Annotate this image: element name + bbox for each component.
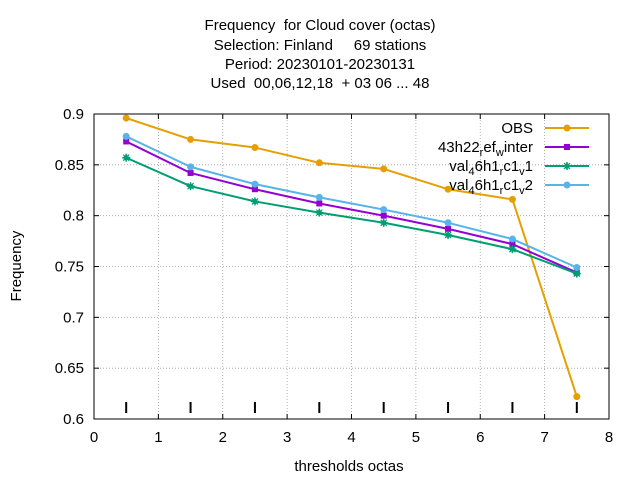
data-point-series-2: [379, 218, 388, 227]
x-tick-label: 8: [605, 429, 613, 446]
y-tick-label: 0.7: [63, 309, 84, 326]
data-point-series-1: [445, 225, 452, 232]
x-tick-label: 2: [219, 429, 227, 446]
chart-title-line-1: Frequency for Cloud cover (octas): [204, 17, 436, 34]
legend-marker-0: [563, 124, 571, 132]
data-point-series-0: [444, 185, 452, 193]
y-tick-label: 0.6: [63, 411, 84, 428]
data-point-series-1: [380, 212, 387, 219]
data-point-series-0: [122, 114, 130, 122]
data-point-series-1: [123, 138, 130, 145]
legend-marker-2: [563, 162, 571, 170]
legend-marker-3: [563, 181, 571, 189]
data-point-series-2: [122, 153, 131, 162]
series-line-0: [125, 117, 578, 397]
data-point-series-0: [187, 135, 195, 143]
legend-label-1: 43h22refwinter: [438, 139, 533, 159]
x-tick-label: 0: [90, 429, 98, 446]
legend-label-0: OBS: [501, 120, 533, 137]
chart-title-line-3: Period: 20230101-20230131: [224, 56, 416, 73]
data-point-series-2: [250, 197, 259, 206]
axis-ticks: 0 1 2 3 4 5 6 7 8 0.6 0.65 0.7 0.75 0.8 0.85 0.9: [55, 106, 613, 446]
data-point-series-2: [444, 230, 453, 239]
x-tick-label: 6: [476, 429, 484, 446]
x-tick-label: 5: [412, 429, 420, 446]
x-tick-label: 1: [154, 429, 162, 446]
data-point-series-2: [315, 208, 324, 217]
chart-title-line-4: Used 00,06,12,18 + 03 06 ... 48: [210, 75, 430, 92]
chart-title-line-2: Selection: Finland 69 stations: [213, 37, 427, 54]
data-point-series-3: [573, 264, 581, 272]
series-line-3: [125, 135, 578, 269]
y-tick-label: 0.65: [55, 360, 84, 377]
series-line-2: [125, 156, 578, 275]
data-point-series-3: [315, 193, 323, 201]
data-point-series-2: [186, 182, 195, 191]
x-tick-label: 4: [347, 429, 355, 446]
data-point-series-3: [122, 132, 130, 140]
data-point-series-1: [187, 169, 194, 176]
legend-marker-1: [564, 144, 570, 150]
data-point-series-0: [573, 393, 581, 401]
data-point-series-3: [251, 180, 259, 188]
data-point-series-0: [315, 159, 323, 167]
x-tick-label: 7: [540, 429, 548, 446]
x-tick-label: 3: [283, 429, 291, 446]
x-axis-label: thresholds octas: [294, 458, 403, 475]
series-lines: [122, 114, 581, 401]
grid: [94, 114, 609, 419]
y-tick-label: 0.75: [55, 259, 84, 276]
y-tick-label: 0.85: [55, 157, 84, 174]
data-point-series-3: [444, 219, 452, 227]
legend-label-3: val46h1rc1v2: [449, 177, 533, 197]
data-point-series-2: [508, 245, 517, 254]
y-axis-label: Frequency: [8, 230, 25, 301]
data-point-series-3: [187, 163, 195, 171]
series-line-1: [125, 140, 578, 274]
data-point-series-0: [251, 144, 259, 152]
data-point-series-3: [508, 235, 516, 243]
data-point-series-1: [251, 186, 258, 193]
data-point-series-1: [316, 200, 323, 207]
y-tick-label: 0.8: [63, 208, 84, 225]
data-point-series-1: [509, 241, 516, 248]
data-point-series-0: [508, 195, 516, 203]
legend: OBS 43h22refwinterval46h1rc1v1val46h1rc1v…: [438, 120, 589, 197]
threshold-markers: [125, 402, 578, 413]
legend-label-2: val46h1rc1v1: [449, 158, 533, 178]
data-point-series-0: [380, 165, 388, 173]
data-point-series-3: [380, 206, 388, 214]
y-tick-label: 0.9: [63, 106, 84, 123]
